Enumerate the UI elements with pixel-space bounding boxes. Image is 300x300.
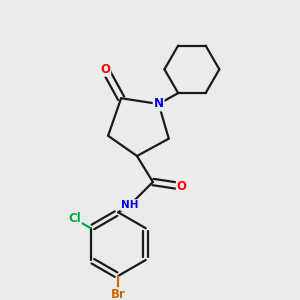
Text: Cl: Cl [68, 212, 81, 225]
Text: NH: NH [121, 200, 139, 210]
Text: O: O [100, 63, 110, 76]
Text: Br: Br [111, 288, 126, 300]
Text: O: O [177, 180, 187, 193]
Text: N: N [154, 98, 164, 110]
